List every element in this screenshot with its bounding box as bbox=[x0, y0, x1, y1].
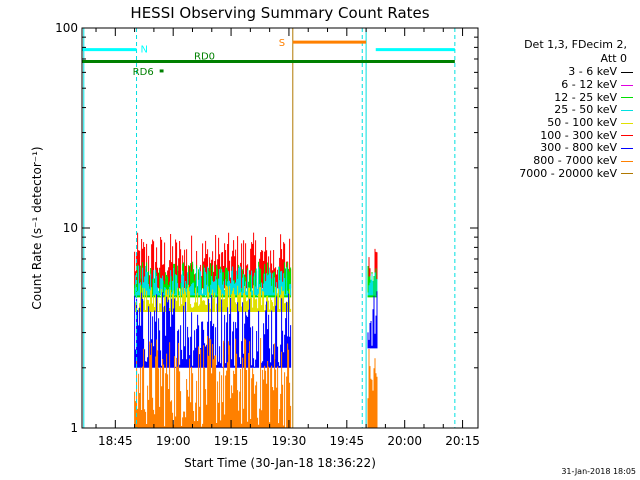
x-tick-label: 19:30 bbox=[272, 434, 307, 448]
axes: 1 10 100 18:45 19:00 19:15 19:30 19:45 20:00 20:1… bbox=[55, 21, 480, 448]
legend-swatch bbox=[621, 135, 633, 137]
series-800-7000-kev bbox=[134, 335, 378, 428]
legend-swatch bbox=[621, 84, 633, 86]
series-segment bbox=[367, 272, 378, 296]
legend-entry-label: 7000 - 20000 keV bbox=[519, 166, 617, 180]
series-segment bbox=[134, 335, 292, 428]
x-tick-label: 19:45 bbox=[330, 434, 365, 448]
y-tick-label: 10 bbox=[63, 221, 78, 235]
series-segment bbox=[367, 349, 378, 428]
legend-entry: 50 - 100 keV bbox=[493, 116, 633, 130]
legend-header-line2: Att 0 bbox=[600, 52, 627, 65]
legend-swatch bbox=[621, 160, 633, 162]
legend-header-line1: Det 1,3, FDecim 2, bbox=[524, 38, 627, 51]
legend-swatch bbox=[621, 173, 633, 175]
flag-label-rd0: RD0 bbox=[194, 51, 215, 62]
legend-entry-label: 50 - 100 keV bbox=[547, 116, 617, 130]
legend-entry: 25 - 50 keV bbox=[493, 103, 633, 117]
flag-label-rd6: RD6 bbox=[133, 67, 154, 78]
y-tick-label: 100 bbox=[55, 21, 78, 35]
x-axis-label: Start Time (30-Jan-18 18:36:22) bbox=[184, 456, 376, 470]
legend-entry: 7000 - 20000 keV bbox=[493, 166, 633, 181]
legend-swatch bbox=[621, 147, 633, 149]
legend-entry: 300 - 800 keV bbox=[493, 141, 633, 155]
y-axis-label: Count Rate (s⁻¹ detector⁻¹) bbox=[30, 146, 44, 309]
legend-swatch bbox=[621, 109, 633, 111]
series-segment bbox=[367, 291, 378, 349]
legend-entry: 12 - 25 keV bbox=[493, 91, 633, 104]
x-tick-label: 19:15 bbox=[214, 434, 249, 448]
date-stamp: 31-Jan-2018 18:05 bbox=[561, 467, 636, 476]
legend-entry: 6 - 12 keV bbox=[493, 78, 633, 92]
legend-entry-label: 3 - 6 keV bbox=[568, 65, 617, 79]
plot-frame bbox=[81, 27, 479, 429]
legend-entry-label: 300 - 800 keV bbox=[540, 141, 617, 155]
flag-label-n: N bbox=[141, 45, 148, 56]
x-tick-label: 20:15 bbox=[445, 434, 480, 448]
legend-entry: 3 - 6 keV bbox=[493, 65, 633, 79]
chart-title: HESSI Observing Summary Count Rates bbox=[130, 4, 429, 22]
x-tick-label: 19:00 bbox=[156, 434, 191, 448]
legend: Det 1,3, FDecim 2, Att 0 3 - 6 keV 6 - 12… bbox=[493, 38, 633, 180]
legend-entry-label: 12 - 25 keV bbox=[554, 90, 617, 104]
legend-entry: 100 - 300 keV bbox=[493, 129, 633, 142]
legend-swatch bbox=[621, 71, 633, 73]
flag-label-s: S bbox=[279, 38, 285, 49]
legend-swatch bbox=[621, 122, 633, 124]
legend-entry-label: 6 - 12 keV bbox=[561, 78, 617, 92]
legend-entry: 800 - 7000 keV bbox=[493, 154, 633, 168]
x-tick-label: 20:00 bbox=[387, 434, 422, 448]
legend-entry-label: 800 - 7000 keV bbox=[533, 154, 617, 168]
legend-swatch bbox=[621, 97, 633, 99]
legend-entry-label: 25 - 50 keV bbox=[554, 103, 617, 117]
legend-entry-label: 100 - 300 keV bbox=[540, 128, 617, 142]
x-tick-label: 18:45 bbox=[98, 434, 133, 448]
plot-area: N S RD0 RD6 bbox=[82, 28, 456, 428]
y-tick-label: 1 bbox=[70, 421, 78, 435]
